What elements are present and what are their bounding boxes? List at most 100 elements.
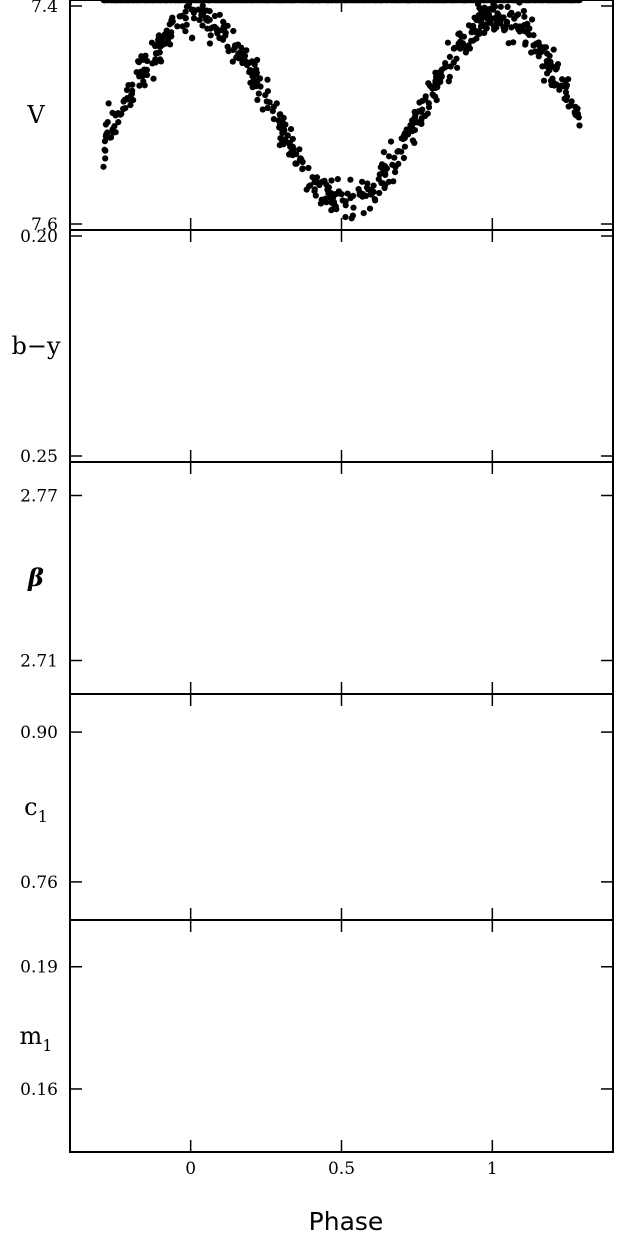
data-point <box>443 63 450 70</box>
data-point <box>242 0 250 4</box>
data-point <box>551 82 558 89</box>
data-point <box>323 199 330 206</box>
data-point <box>365 0 372 4</box>
data-point <box>125 82 132 89</box>
data-point <box>429 85 436 92</box>
data-point <box>135 58 142 65</box>
data-point <box>100 163 107 170</box>
y-tick-label: 2.71 <box>20 652 58 672</box>
data-point <box>380 149 387 156</box>
data-point <box>262 92 269 99</box>
scatter-series <box>100 0 583 222</box>
data-point <box>359 0 366 4</box>
data-point <box>316 181 323 189</box>
data-point <box>238 0 245 4</box>
data-point <box>445 78 452 85</box>
data-point <box>174 23 181 30</box>
data-point <box>535 0 542 4</box>
data-point <box>234 41 242 48</box>
data-point <box>355 186 362 193</box>
data-point <box>270 103 277 110</box>
data-point <box>167 41 174 48</box>
data-point <box>504 3 511 10</box>
data-point <box>318 196 325 203</box>
data-point <box>539 63 546 70</box>
y-axis-label: β <box>27 563 44 592</box>
data-point <box>204 17 212 24</box>
data-point <box>380 166 387 173</box>
data-point <box>287 126 295 133</box>
panel-1: 7.4 7.6 V <box>26 0 614 235</box>
panel-2: 0.20 0.25 b−y <box>11 0 614 467</box>
data-point <box>479 15 486 22</box>
data-point <box>251 69 258 76</box>
data-point <box>520 7 528 15</box>
data-point <box>391 154 398 161</box>
data-point <box>216 11 223 18</box>
y-axis-label: V <box>26 101 45 129</box>
data-point <box>243 61 251 69</box>
data-point <box>112 129 119 136</box>
data-point <box>276 142 283 149</box>
data-point <box>279 0 286 4</box>
data-point <box>206 8 213 15</box>
data-point <box>199 2 206 9</box>
data-point <box>311 186 318 193</box>
data-point <box>352 0 359 4</box>
data-point <box>136 82 143 89</box>
data-point <box>359 178 366 185</box>
data-point <box>562 89 570 96</box>
data-point <box>254 56 261 64</box>
data-point <box>344 190 351 197</box>
data-point <box>296 146 303 153</box>
data-point <box>524 30 532 37</box>
data-point <box>124 0 131 4</box>
data-point <box>471 0 478 4</box>
data-point <box>102 155 109 162</box>
data-point <box>465 22 473 29</box>
data-point <box>224 0 232 4</box>
data-point <box>389 161 396 168</box>
data-point <box>101 138 108 145</box>
data-point <box>107 0 115 4</box>
data-point <box>454 43 461 50</box>
data-point <box>311 178 318 185</box>
data-point <box>425 0 432 4</box>
data-point <box>339 197 346 204</box>
data-point <box>148 39 155 46</box>
data-point <box>163 0 170 4</box>
data-point <box>483 25 490 32</box>
data-point <box>185 0 192 4</box>
data-point <box>470 26 478 33</box>
y-axis-label: c1 <box>24 793 48 826</box>
data-point <box>347 194 354 202</box>
data-point <box>486 0 494 4</box>
data-point <box>206 40 213 47</box>
data-point <box>576 122 583 129</box>
data-point <box>264 76 271 83</box>
panel-frame <box>69 461 614 695</box>
data-point <box>371 196 378 203</box>
data-point <box>102 147 109 154</box>
data-point <box>437 0 444 4</box>
data-point <box>199 22 206 29</box>
data-point <box>409 137 416 144</box>
data-point <box>284 132 291 139</box>
data-point <box>375 176 382 183</box>
data-point <box>178 12 185 19</box>
data-point <box>486 13 493 20</box>
data-point <box>377 0 384 4</box>
data-point <box>530 32 537 39</box>
data-point <box>503 18 511 26</box>
data-point <box>481 29 488 36</box>
data-point <box>362 192 370 199</box>
data-point <box>360 210 367 217</box>
data-point <box>522 39 529 46</box>
data-point <box>139 73 146 80</box>
data-point <box>431 0 438 4</box>
data-point <box>196 16 203 23</box>
data-point <box>168 20 175 27</box>
data-point <box>153 50 160 57</box>
data-point <box>482 7 489 14</box>
data-point <box>446 53 453 61</box>
